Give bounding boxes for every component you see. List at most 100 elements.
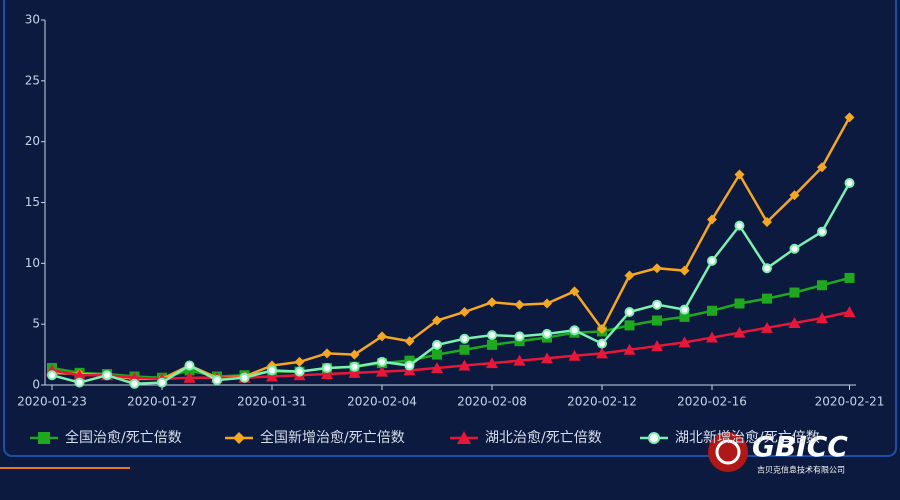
marker: [762, 263, 772, 274]
marker: [843, 306, 856, 317]
marker: [707, 214, 717, 225]
legend-item: 全国新增治愈/死亡倍数: [225, 429, 405, 446]
marker: [487, 339, 497, 350]
marker: [459, 307, 470, 317]
marker: [157, 377, 167, 388]
marker: [648, 432, 660, 444]
legend-label: 全国治愈/死亡倍数: [65, 429, 182, 446]
marker: [817, 226, 827, 237]
y-tick-label: 10: [25, 256, 40, 270]
marker: [569, 286, 580, 297]
marker: [651, 340, 663, 352]
marker: [349, 349, 360, 360]
logo-icon: [708, 432, 748, 472]
y-tick-label: 15: [25, 195, 40, 209]
marker: [239, 372, 250, 383]
marker: [432, 339, 442, 350]
marker: [761, 321, 773, 333]
y-tick-label: 0: [32, 378, 40, 392]
marker: [432, 315, 442, 326]
marker: [458, 359, 471, 371]
marker: [597, 324, 607, 335]
marker: [457, 431, 471, 444]
marker: [431, 361, 443, 373]
marker: [624, 307, 635, 317]
marker: [844, 112, 855, 123]
x-tick-label: 2020-01-31: [237, 395, 307, 409]
marker: [844, 178, 855, 189]
marker: [596, 347, 608, 359]
marker: [348, 366, 361, 378]
marker: [322, 348, 332, 359]
x-tick-label: 2020-02-12: [567, 395, 637, 409]
logo: GBICC 吉贝克信息技术有限公司: [708, 430, 848, 475]
marker: [789, 190, 800, 201]
legend-item: 湖北新增治愈/死亡倍数: [640, 430, 820, 446]
marker: [129, 378, 140, 389]
x-tick-label: 2020-01-23: [17, 395, 87, 409]
legend-label: 全国新增治愈/死亡倍数: [260, 429, 405, 446]
marker: [652, 299, 662, 310]
marker: [652, 315, 662, 326]
marker: [652, 263, 662, 274]
marker: [102, 370, 112, 381]
legend-item: 湖北治愈/死亡倍数: [450, 430, 602, 446]
marker: [459, 333, 470, 344]
marker: [568, 349, 581, 361]
marker: [679, 311, 690, 322]
marker: [376, 365, 388, 377]
marker: [678, 336, 691, 348]
marker: [322, 362, 332, 373]
marker: [233, 432, 245, 444]
frame: [3, 0, 897, 457]
series: [47, 178, 855, 389]
x-tick-label: 2020-02-16: [677, 395, 747, 409]
marker: [487, 330, 497, 341]
marker: [266, 370, 278, 382]
marker: [47, 370, 57, 381]
marker: [707, 255, 717, 266]
marker: [734, 298, 745, 309]
marker: [789, 243, 800, 254]
marker: [404, 336, 415, 347]
marker: [377, 356, 387, 367]
logo-company: 吉贝克信息技术有限公司: [757, 465, 845, 475]
marker: [38, 432, 50, 444]
series-line: [51, 182, 851, 386]
legend-label: 湖北新增治愈/死亡倍数: [675, 430, 820, 446]
series-line: [51, 310, 850, 381]
marker: [432, 349, 442, 360]
marker: [707, 305, 717, 316]
marker: [267, 365, 277, 376]
y-tick-label: 30: [25, 13, 40, 27]
marker: [679, 304, 690, 315]
marker: [679, 265, 690, 276]
marker: [74, 377, 85, 388]
marker: [404, 360, 415, 371]
marker: [212, 375, 222, 386]
marker: [788, 316, 801, 328]
y-tick-label: 25: [25, 73, 40, 87]
marker: [294, 356, 305, 367]
logo-icon-ring: [715, 439, 741, 465]
marker: [487, 297, 497, 308]
marker: [73, 369, 86, 381]
marker: [377, 331, 387, 342]
x-tick-label: 2020-02-21: [815, 395, 885, 409]
logo-mark: GBICC: [752, 430, 848, 463]
marker: [541, 352, 553, 364]
marker: [597, 338, 607, 349]
marker: [817, 280, 827, 291]
marker: [762, 216, 772, 227]
x-tick-label: 2020-01-27: [127, 395, 197, 409]
marker: [789, 287, 800, 298]
marker: [542, 328, 552, 339]
marker: [624, 270, 635, 281]
marker: [321, 368, 333, 380]
marker: [183, 371, 196, 383]
marker: [349, 361, 360, 372]
y-tick-label: 5: [32, 317, 40, 331]
marker: [733, 326, 746, 338]
